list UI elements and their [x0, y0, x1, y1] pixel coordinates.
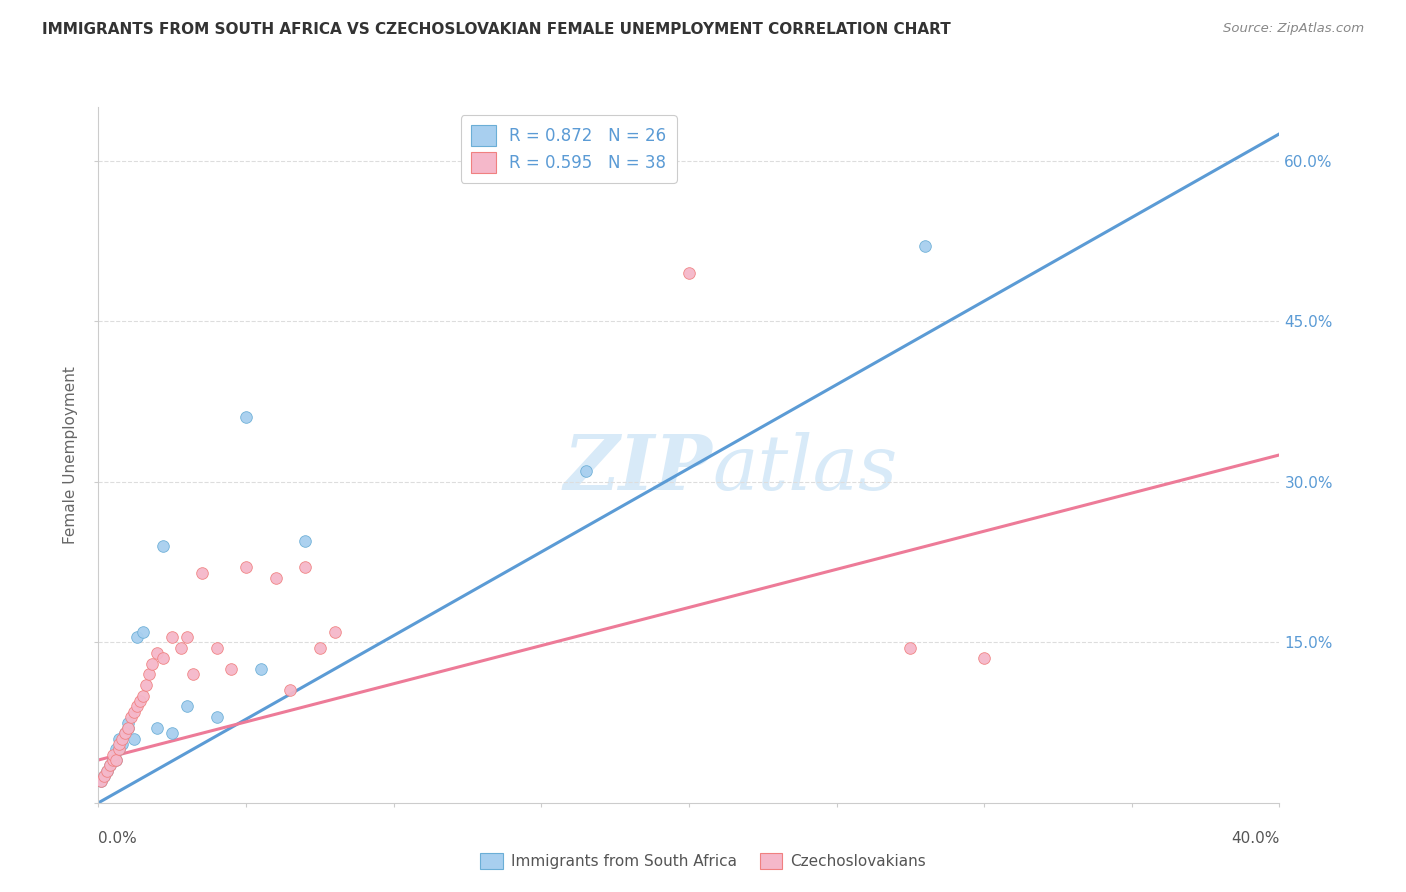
Point [678, 266, 700, 280]
Point [105, 753, 128, 767]
Point [132, 689, 155, 703]
Point [152, 651, 174, 665]
Point [181, 667, 204, 681]
Text: Source: ZipAtlas.com: Source: ZipAtlas.com [1223, 22, 1364, 36]
Point [93, 769, 115, 783]
Legend: R = 0.872   N = 26, R = 0.595   N = 38: R = 0.872 N = 26, R = 0.595 N = 38 [461, 115, 676, 183]
Point [122, 731, 145, 746]
Point [323, 624, 346, 639]
Point [146, 721, 169, 735]
Point [117, 715, 139, 730]
Point [128, 694, 150, 708]
Point [108, 731, 131, 746]
Point [111, 731, 134, 746]
Point [108, 742, 131, 756]
Point [235, 410, 257, 425]
Point [105, 742, 128, 756]
Point [294, 533, 316, 548]
Point [162, 726, 183, 740]
Point [205, 640, 228, 655]
Point [103, 747, 125, 762]
Point [105, 753, 128, 767]
Point [146, 646, 169, 660]
Point [235, 560, 257, 574]
Point [170, 640, 193, 655]
Point [114, 726, 136, 740]
Legend: Immigrants from South Africa, Czechoslovakians: Immigrants from South Africa, Czechoslov… [474, 847, 932, 875]
Point [103, 753, 125, 767]
Point [264, 571, 287, 585]
Text: atlas: atlas [713, 432, 898, 506]
Point [111, 737, 134, 751]
Point [135, 678, 157, 692]
Point [205, 710, 228, 724]
Point [125, 699, 148, 714]
Point [191, 566, 214, 580]
Point [122, 705, 145, 719]
Point [90, 774, 112, 789]
Point [108, 742, 131, 756]
Point [900, 640, 922, 655]
Point [278, 683, 302, 698]
Point [117, 721, 139, 735]
Point [250, 662, 273, 676]
Text: IMMIGRANTS FROM SOUTH AFRICA VS CZECHOSLOVAKIAN FEMALE UNEMPLOYMENT CORRELATION : IMMIGRANTS FROM SOUTH AFRICA VS CZECHOSL… [42, 22, 950, 37]
Point [152, 539, 174, 553]
Point [125, 630, 148, 644]
Point [103, 753, 125, 767]
Point [574, 464, 596, 478]
Text: ZIP: ZIP [564, 432, 713, 506]
Y-axis label: Female Unemployment: Female Unemployment [63, 366, 79, 544]
Point [114, 726, 136, 740]
Point [309, 640, 332, 655]
Point [138, 667, 160, 681]
Text: 40.0%: 40.0% [1232, 830, 1279, 846]
Point [98, 758, 121, 772]
Point [96, 764, 118, 778]
Point [973, 651, 995, 665]
Point [120, 710, 142, 724]
Point [93, 769, 115, 783]
Point [914, 239, 936, 253]
Point [117, 721, 139, 735]
Point [294, 560, 316, 574]
Point [141, 657, 163, 671]
Point [176, 699, 198, 714]
Text: 0.0%: 0.0% [98, 830, 138, 846]
Point [132, 624, 155, 639]
Point [90, 774, 112, 789]
Point [98, 758, 121, 772]
Point [162, 630, 183, 644]
Point [108, 737, 131, 751]
Point [96, 764, 118, 778]
Point [219, 662, 242, 676]
Point [176, 630, 198, 644]
